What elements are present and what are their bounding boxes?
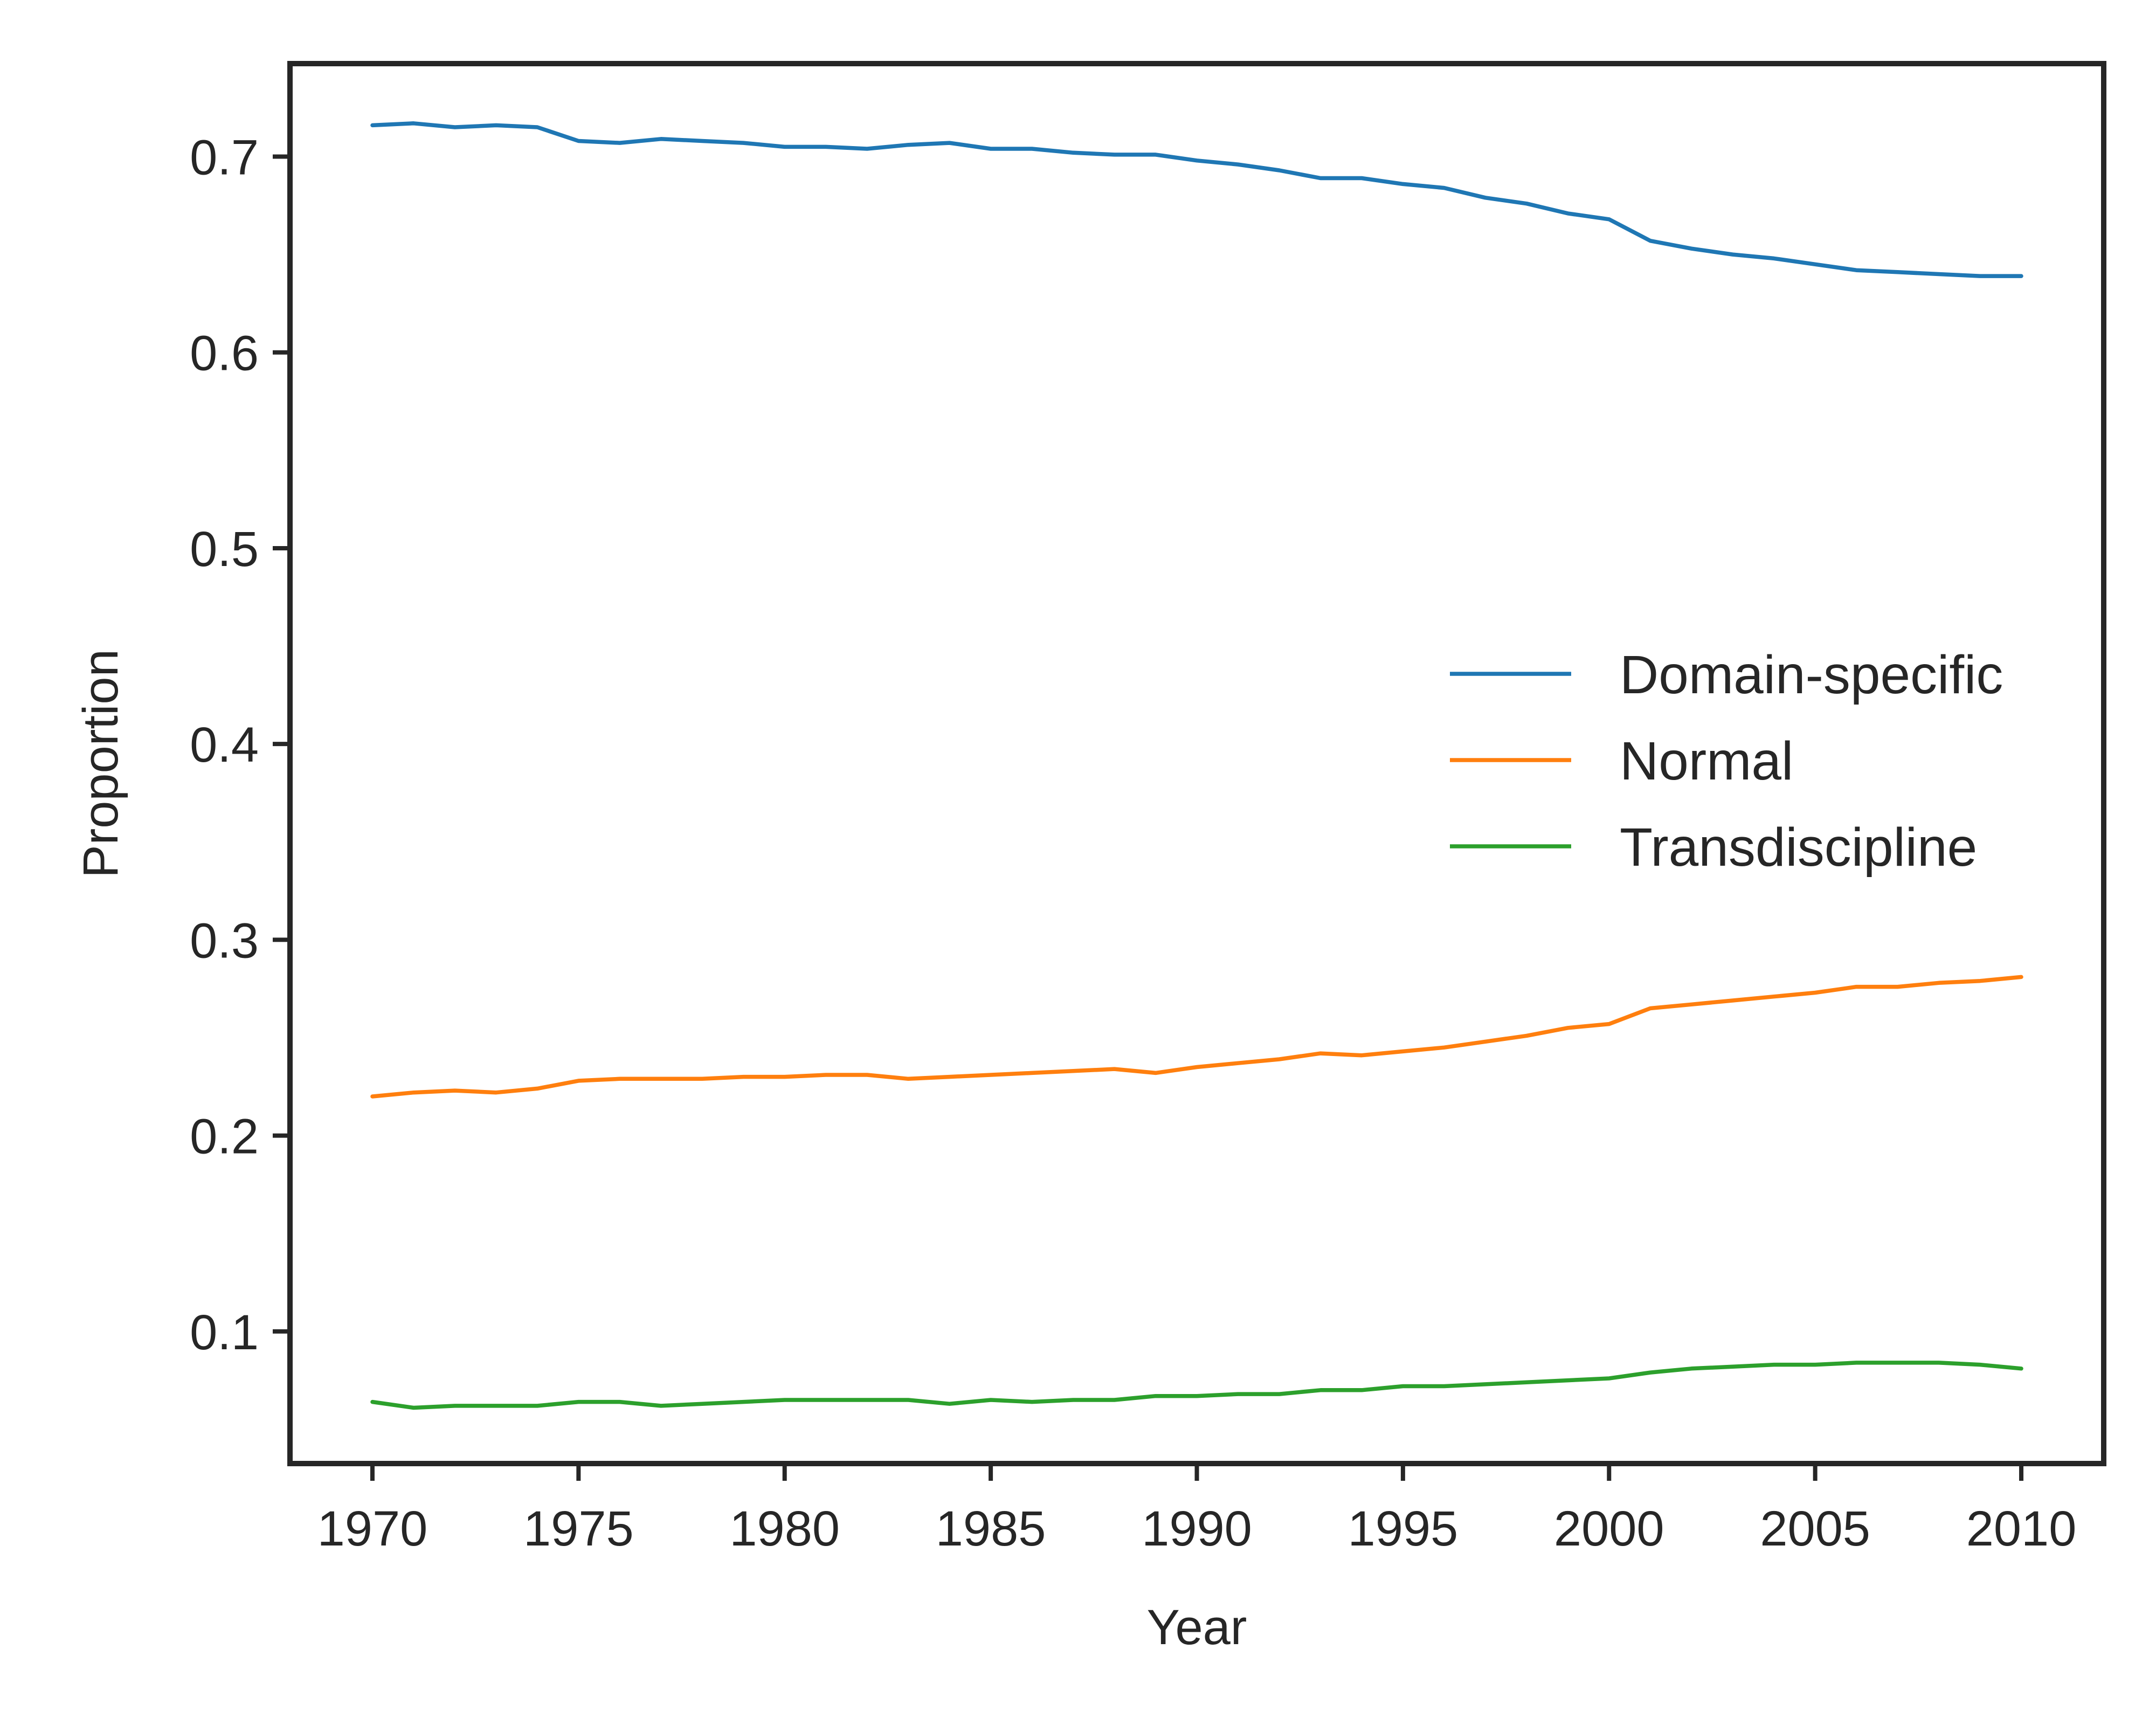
series-line-transdiscipline bbox=[370, 1361, 2023, 1410]
y-tick-label: 0.1 bbox=[190, 1305, 259, 1360]
y-tick-label: 0.7 bbox=[190, 130, 259, 185]
series-line-normal bbox=[370, 975, 2023, 1099]
y-tick-label: 0.2 bbox=[190, 1109, 259, 1164]
legend-label-normal: Normal bbox=[1620, 731, 1793, 791]
y-tick-label: 0.3 bbox=[190, 913, 259, 968]
x-axis-title: Year bbox=[1147, 1600, 1247, 1655]
x-tick-label: 1970 bbox=[317, 1501, 428, 1556]
series-line-domain-specific bbox=[370, 121, 2023, 278]
y-tick-label: 0.6 bbox=[190, 326, 259, 381]
x-tick-label: 1995 bbox=[1348, 1501, 1459, 1556]
y-tick-label: 0.5 bbox=[190, 522, 259, 577]
series-layer bbox=[370, 121, 2023, 1410]
x-tick-label: 1975 bbox=[523, 1501, 634, 1556]
y-axis-title: Proportion bbox=[73, 649, 128, 878]
y-axis: 0.1 0.2 0.3 0.4 0.5 0.6 0.7 bbox=[190, 130, 290, 1360]
x-tick-label: 2005 bbox=[1760, 1501, 1870, 1556]
x-tick-label: 2000 bbox=[1554, 1501, 1664, 1556]
x-axis: 1970 1975 1980 1985 1990 1995 2000 2005 2010 bbox=[317, 1464, 2077, 1556]
x-tick-label: 1990 bbox=[1142, 1501, 1252, 1556]
legend: Domain-specific Normal Transdiscipline bbox=[1450, 645, 2003, 878]
x-tick-label: 1980 bbox=[729, 1501, 840, 1556]
x-tick-label: 2010 bbox=[1966, 1501, 2077, 1556]
y-tick-label: 0.4 bbox=[190, 717, 259, 772]
legend-label-transdiscipline: Transdiscipline bbox=[1620, 817, 1977, 878]
legend-label-domain-specific: Domain-specific bbox=[1620, 645, 2003, 705]
x-tick-label: 1985 bbox=[936, 1501, 1046, 1556]
